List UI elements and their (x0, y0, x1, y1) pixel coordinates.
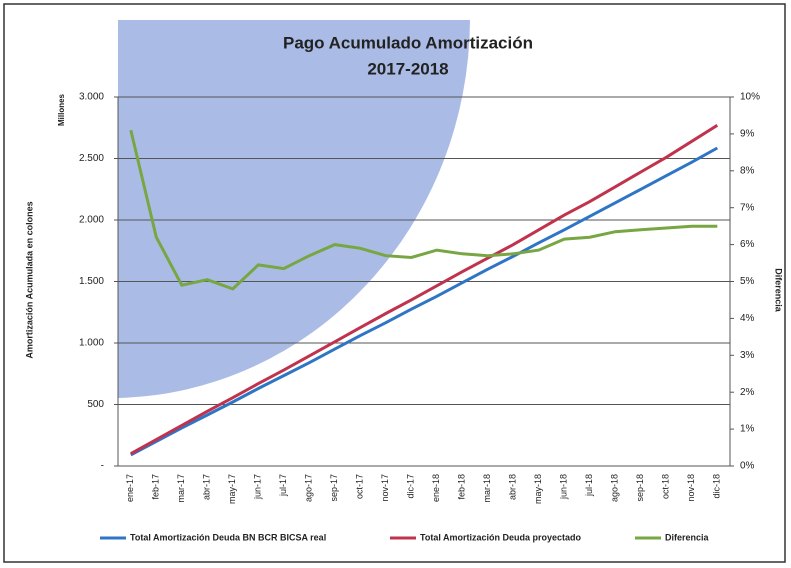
x-tick-label: ago-18 (610, 474, 620, 502)
y2-tick-label: 3% (740, 350, 755, 361)
y-tick-label: 1.500 (79, 276, 104, 287)
x-tick-label: abr-18 (508, 474, 518, 500)
y2-tick-label: 2% (740, 387, 755, 398)
background-shape (118, 20, 470, 398)
x-tick-label: nov-17 (380, 474, 390, 502)
y-tick-label: 1.000 (79, 338, 104, 349)
x-tick-label: may-18 (533, 474, 543, 504)
y2-tick-label: 9% (740, 129, 755, 140)
x-tick-label: ago-17 (304, 474, 314, 502)
y-axis-label: Amortización Acumulada en colones (24, 201, 34, 358)
y-tick-label: 500 (87, 399, 104, 410)
x-tick-label: jul-18 (584, 474, 594, 497)
x-tick-label: feb-18 (457, 474, 467, 500)
y2-tick-label: 8% (740, 165, 755, 176)
legend-label: Total Amortización Deuda proyectado (420, 532, 582, 542)
x-tick-label: ene-18 (431, 474, 441, 502)
y-tick-label: 3.000 (79, 92, 104, 103)
y2-tick-label: 4% (740, 313, 755, 324)
y2-tick-label: 7% (740, 202, 755, 213)
y2-tick-label: 5% (740, 276, 755, 287)
x-tick-label: jun-18 (559, 474, 569, 500)
y-unit-label: Millones (57, 93, 66, 126)
y2-tick-label: 10% (740, 92, 760, 103)
x-tick-label: jul-17 (278, 474, 288, 497)
x-tick-label: dic-17 (406, 474, 416, 499)
y2-tick-label: 6% (740, 239, 755, 250)
x-tick-label: dic-18 (712, 474, 722, 499)
chart-subtitle: 2017-2018 (367, 59, 448, 78)
legend-label: Diferencia (665, 532, 710, 542)
x-tick-label: nov-18 (686, 474, 696, 502)
x-tick-label: oct-18 (661, 474, 671, 499)
x-tick-label: oct-17 (355, 474, 365, 499)
x-tick-label: feb-17 (151, 474, 161, 500)
y-tick-label: 2.500 (79, 153, 104, 164)
y-tick-label: - (101, 461, 104, 472)
series-line (129, 129, 718, 291)
chart-title: Pago Acumulado Amortización (283, 33, 533, 52)
x-tick-label: mar-17 (176, 474, 186, 503)
x-tick-label: ene-17 (125, 474, 135, 502)
y-tick-label: 2.000 (79, 215, 104, 226)
legend-label: Total Amortización Deuda BN BCR BICSA re… (130, 532, 326, 542)
series-line (130, 146, 719, 457)
x-tick-label: jun-17 (253, 474, 263, 500)
x-tick-label: sep-17 (329, 474, 339, 502)
y2-tick-label: 1% (740, 424, 755, 435)
x-tick-label: abr-17 (202, 474, 212, 500)
y2-axis-label: Diferencia (774, 268, 784, 313)
x-tick-label: may-17 (227, 474, 237, 504)
x-tick-label: sep-18 (635, 474, 645, 502)
x-tick-label: mar-18 (482, 474, 492, 503)
y2-tick-label: 0% (740, 461, 755, 472)
series-line (130, 124, 719, 456)
